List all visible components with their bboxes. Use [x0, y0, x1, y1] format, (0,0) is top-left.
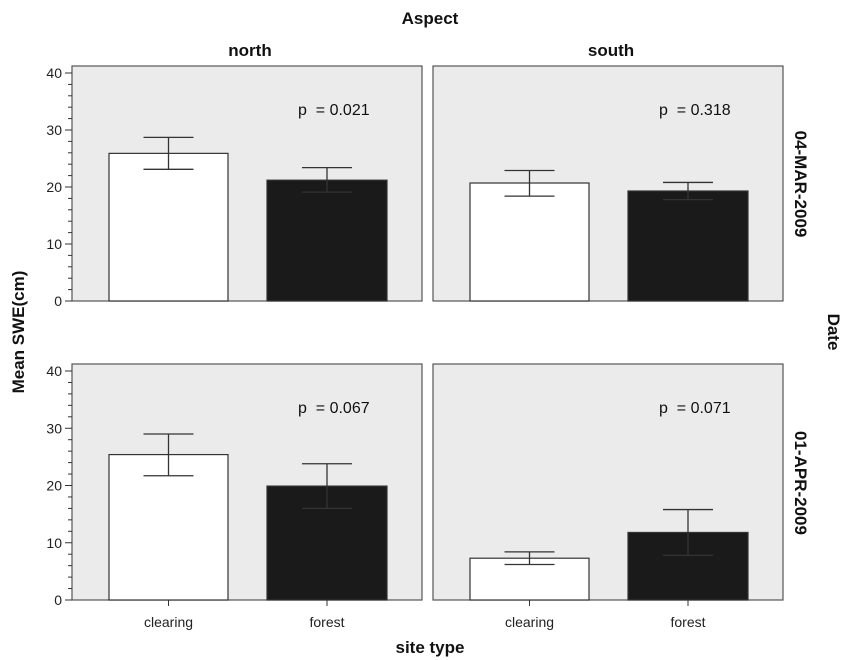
bar-clearing [108, 152, 229, 302]
p-value-label: p = 0.067 [298, 400, 370, 417]
y-tick-label: 10 [46, 236, 62, 252]
y-axis-label: Mean SWE(cm) [9, 271, 28, 394]
x-axis-label: site type [396, 638, 465, 657]
y-tick-label: 30 [46, 420, 62, 436]
column-header-north: north [228, 41, 271, 60]
y-tick-label: 0 [54, 592, 62, 608]
bar-forest [627, 190, 749, 302]
panel-south-mar: p = 0.318 [432, 65, 784, 302]
x-tick-label-forest: forest [309, 614, 344, 630]
panel-north-apr: 0 10 20 30 40 clearing forest p = 0.067 [46, 363, 423, 630]
p-value-label: p = 0.021 [298, 102, 370, 119]
panel-south-apr: clearing forest p = 0.071 [432, 363, 784, 630]
row-title: Date [824, 314, 843, 351]
bar-clearing [108, 453, 229, 601]
panel-north-mar: 0 10 20 30 40 p = 0.021 [46, 65, 423, 309]
row-header-apr: 01-APR-2009 [791, 431, 810, 535]
y-tick-label: 10 [46, 535, 62, 551]
y-tick-label: 40 [46, 363, 62, 379]
x-tick-label-clearing: clearing [505, 614, 554, 630]
chart-title: Aspect [402, 9, 459, 28]
column-header-south: south [588, 41, 634, 60]
bar-forest [266, 179, 388, 302]
p-value-label: p = 0.071 [659, 400, 731, 417]
x-tick-label-forest: forest [670, 614, 705, 630]
panels-layer: 0 10 20 30 40 p = 0.021 p = 0.318 0 10 20 30 40 clea… [46, 65, 784, 630]
y-tick-label: 20 [46, 478, 62, 494]
bar-clearing [469, 182, 590, 302]
y-tick-label: 20 [46, 179, 62, 195]
x-tick-label-clearing: clearing [144, 614, 193, 630]
y-tick-label: 40 [46, 65, 62, 81]
y-tick-label: 30 [46, 122, 62, 138]
y-tick-label: 0 [54, 293, 62, 309]
p-value-label: p = 0.318 [659, 102, 731, 119]
row-header-mar: 04-MAR-2009 [791, 131, 810, 238]
